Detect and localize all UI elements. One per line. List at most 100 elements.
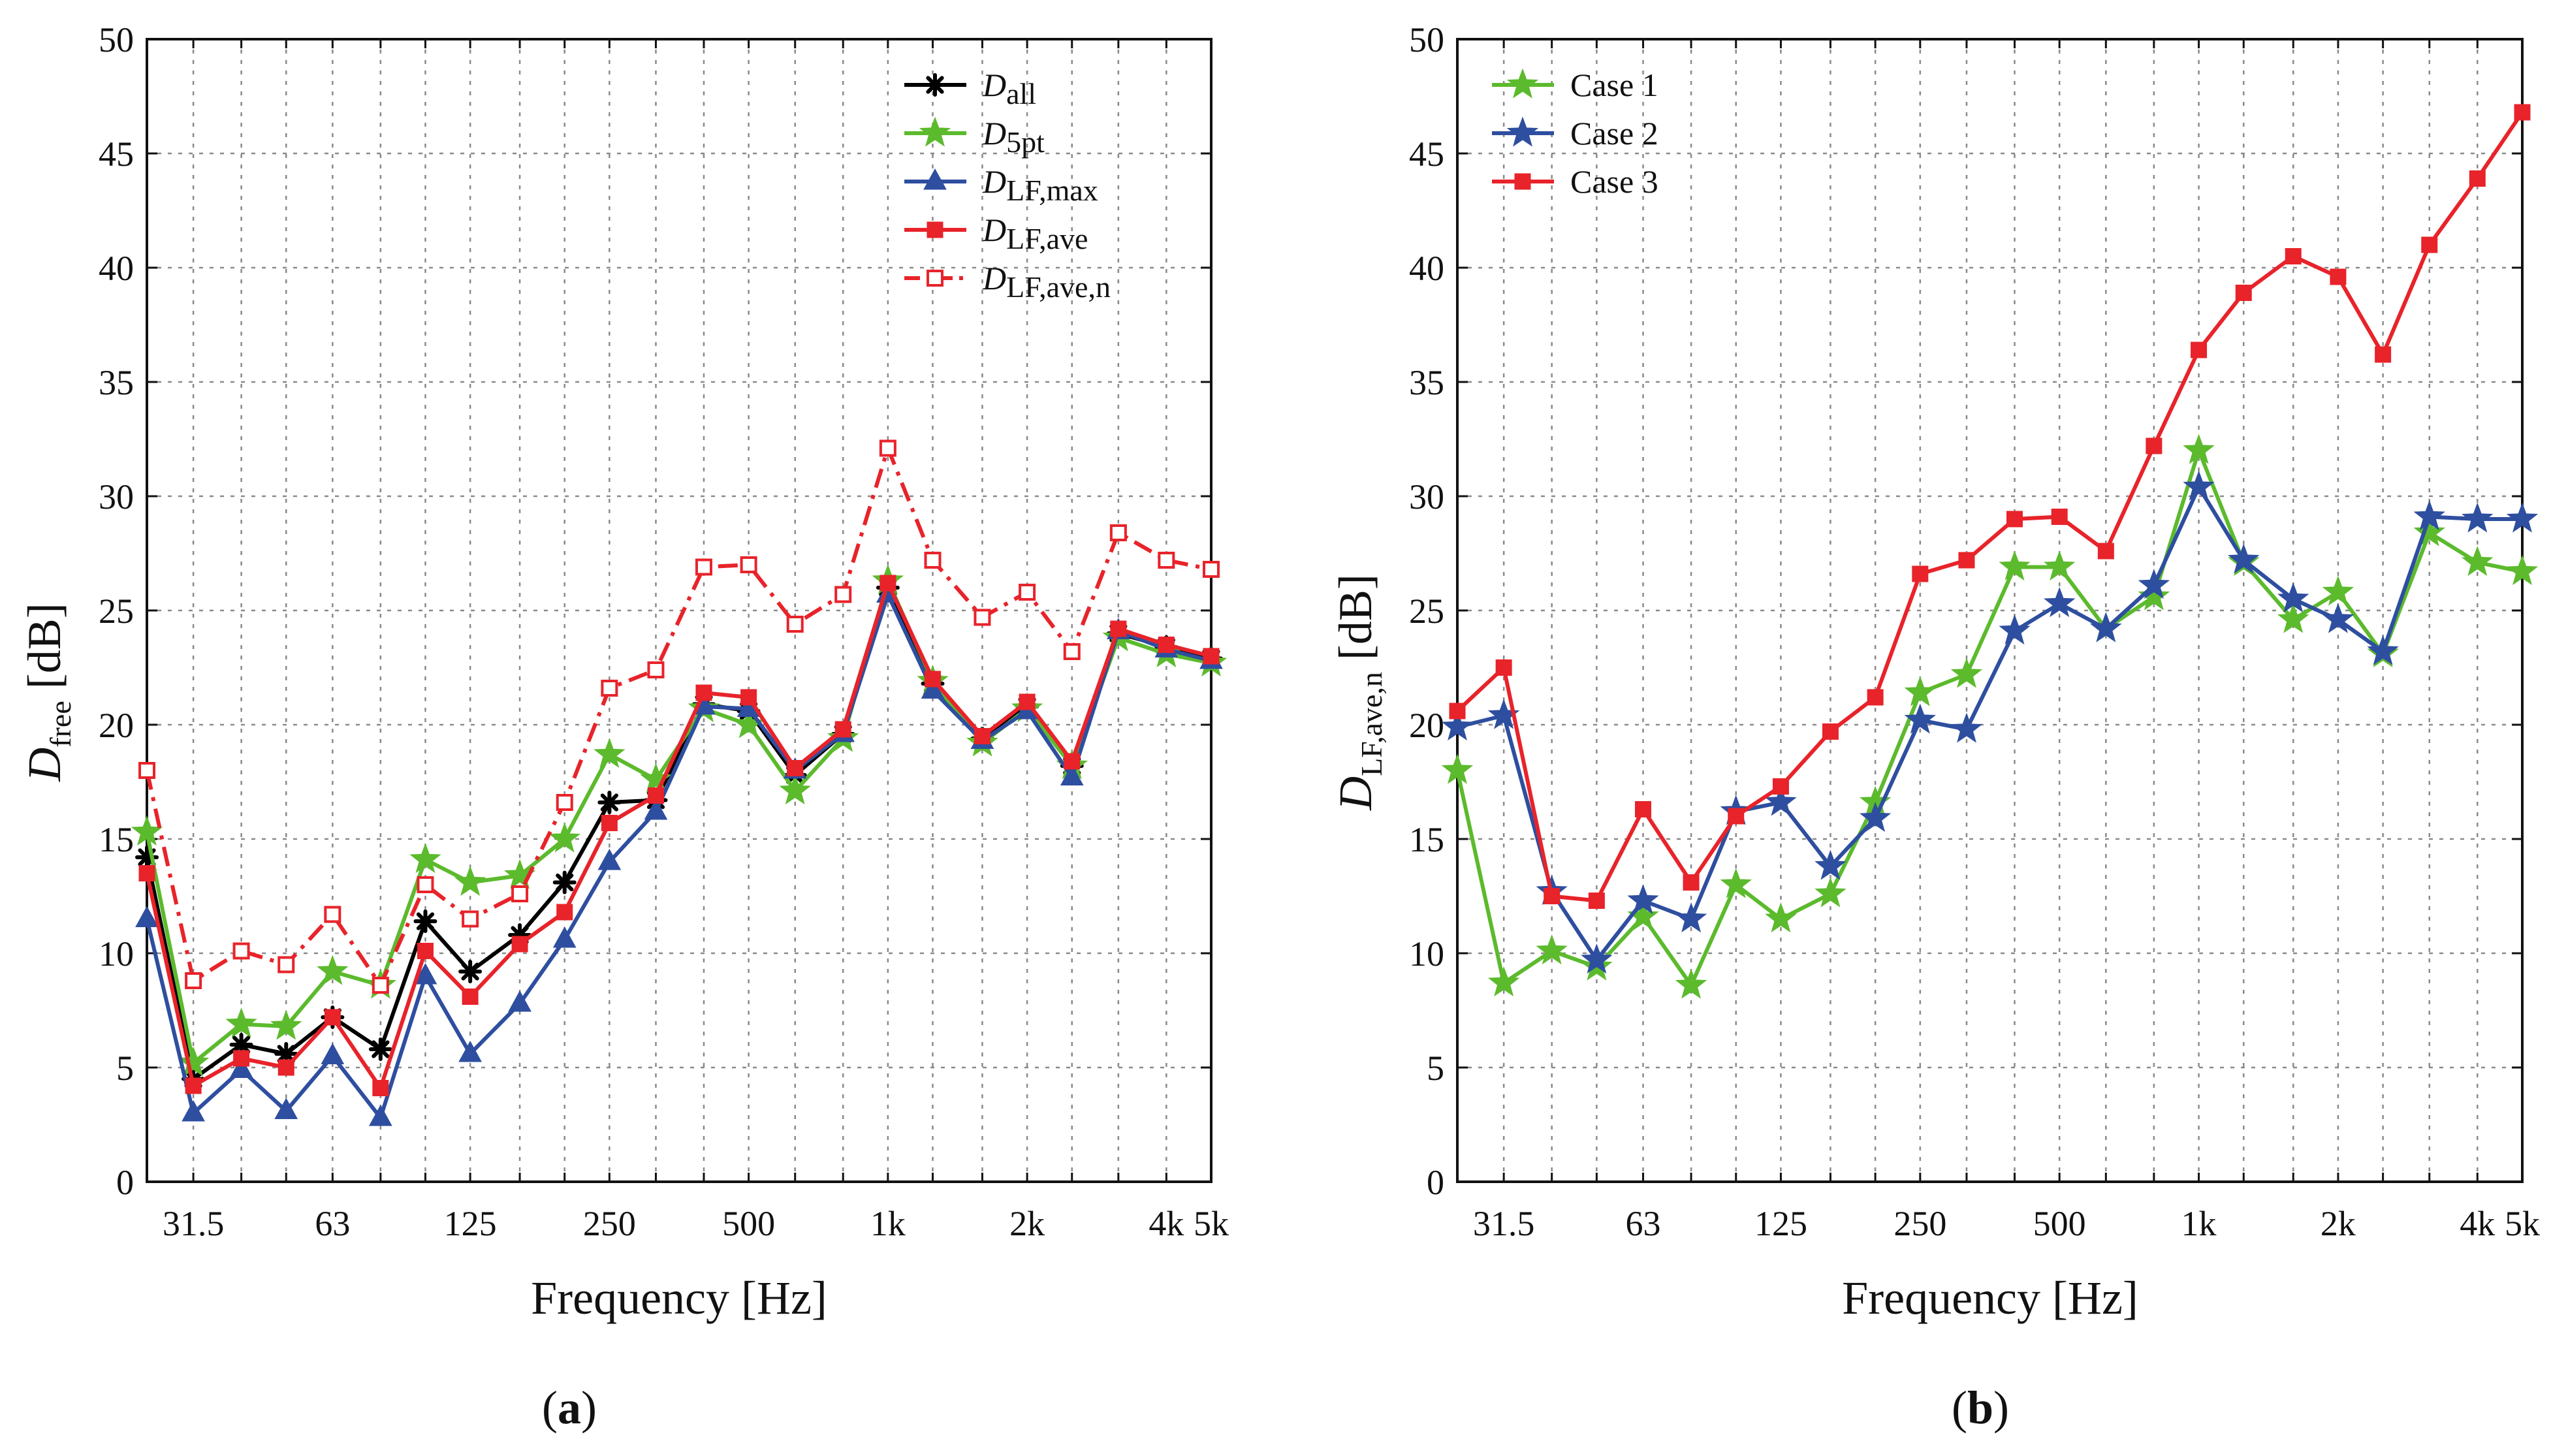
data-point: [277, 956, 295, 973]
y-axis-title-a-main: D: [18, 748, 71, 782]
data-point: [1904, 703, 1936, 734]
data-point: [368, 1104, 392, 1126]
data-point: [138, 865, 155, 881]
y-tick-label: 35: [99, 363, 134, 402]
y-tick-label: 10: [1409, 934, 1444, 973]
data-point: [232, 942, 250, 960]
data-point: [1588, 893, 1605, 909]
x-tick-label: 4k: [1149, 1204, 1184, 1243]
data-point: [556, 904, 573, 921]
data-point: [458, 1040, 482, 1062]
y-axis-title-b-sub: LF,ave,n: [1355, 672, 1388, 776]
x-tick-label: 4k: [2460, 1204, 2495, 1243]
data-point: [2322, 575, 2354, 606]
data-point: [277, 1059, 294, 1076]
data-point: [1487, 966, 1520, 997]
data-point: [1904, 676, 1936, 706]
data-point: [1441, 710, 1474, 741]
data-point: [1581, 943, 1613, 974]
data-point: [2044, 550, 2076, 581]
data-point: [1487, 699, 1520, 729]
data-point: [135, 906, 159, 927]
data-point: [1999, 614, 2031, 645]
data-point: [2138, 569, 2170, 599]
panel-label-a: (a): [542, 1382, 597, 1434]
data-point: [1765, 785, 1797, 816]
legend-label: D5pt: [982, 115, 1045, 159]
legend-item: Case 1: [1492, 67, 1658, 103]
data-point: [695, 684, 712, 701]
data-point: [1019, 693, 1036, 710]
data-point: [417, 943, 434, 959]
legend-label: DLF,ave,n: [982, 260, 1111, 304]
data-point: [879, 575, 896, 592]
data-point: [2330, 268, 2347, 285]
legend-item: DLF,ave: [904, 212, 1088, 255]
x-tick-label: 1k: [870, 1204, 906, 1243]
data-point: [274, 1098, 298, 1119]
data-point: [1675, 968, 1707, 999]
data-point: [644, 798, 668, 820]
y-tick-label: 30: [99, 477, 134, 516]
data-point: [2183, 470, 2215, 501]
data-point: [925, 671, 942, 688]
data-point: [2097, 543, 2114, 560]
series-dlf-ave-n: [138, 439, 1220, 994]
x-tick-label: 250: [583, 1204, 636, 1243]
series-line: [145, 446, 1212, 987]
data-point: [786, 616, 804, 633]
data-point: [182, 1100, 205, 1122]
data-point: [1814, 877, 1846, 908]
data-point: [1203, 648, 1220, 665]
y-tick-label: 25: [99, 592, 134, 631]
x-tick-label: 31.5: [1473, 1204, 1535, 1243]
data-point: [834, 721, 851, 738]
y-tick-label: 5: [1427, 1049, 1444, 1088]
data-point: [185, 972, 202, 989]
data-point: [1449, 703, 1466, 720]
data-point: [552, 926, 577, 948]
y-tick-label: 20: [99, 706, 134, 745]
series-dlf-ave: [138, 575, 1220, 1096]
legend-marker: [1506, 68, 1539, 99]
series-line: [1455, 111, 2524, 903]
chart-panel-a: 0 5 10 15 20 25 30 35 40 45 50 31.5 63 125 250 500 1k 2k 4…: [99, 20, 1229, 1243]
data-point: [1635, 801, 1652, 817]
series-line: [145, 581, 1212, 1090]
data-point: [2183, 434, 2215, 464]
data-point: [2421, 236, 2438, 253]
y-tick-label: 35: [1409, 363, 1444, 402]
y-tick-label: 5: [116, 1049, 134, 1088]
data-point: [1822, 723, 1839, 740]
data-point: [601, 680, 618, 697]
data-point: [185, 1077, 202, 1094]
series-case-3: [1449, 104, 2531, 909]
data-point: [974, 609, 991, 626]
legend-marker: [927, 221, 943, 238]
x-tick-label: 5k: [2505, 1204, 2540, 1243]
legend-label: Case 1: [1570, 67, 1658, 103]
y-axis-title-a-sub: free: [44, 701, 77, 747]
data-point: [647, 787, 664, 804]
data-point: [2044, 587, 2076, 618]
data-point: [1958, 552, 1975, 569]
data-point: [413, 910, 437, 933]
data-point: [321, 1043, 345, 1064]
legend: Case 1 Case 2 Case 3: [1492, 67, 1658, 200]
data-point: [225, 1007, 257, 1038]
data-point: [1683, 874, 1700, 891]
y-tick-label: 50: [1409, 20, 1444, 59]
data-point: [779, 774, 811, 805]
y-axis-title-a-unit: [dB]: [18, 603, 71, 689]
data-point: [787, 760, 804, 776]
data-point: [2506, 502, 2539, 533]
data-point: [372, 977, 389, 994]
data-point: [317, 955, 349, 985]
y-axis-title-a: Dfree [dB]: [18, 603, 77, 782]
data-point: [1627, 884, 1659, 915]
data-point: [924, 552, 942, 569]
data-point: [1203, 561, 1220, 578]
data-point: [1859, 802, 1892, 832]
x-axis-title-b: Frequency [Hz]: [1842, 1272, 2138, 1324]
legend-marker: [923, 168, 947, 190]
